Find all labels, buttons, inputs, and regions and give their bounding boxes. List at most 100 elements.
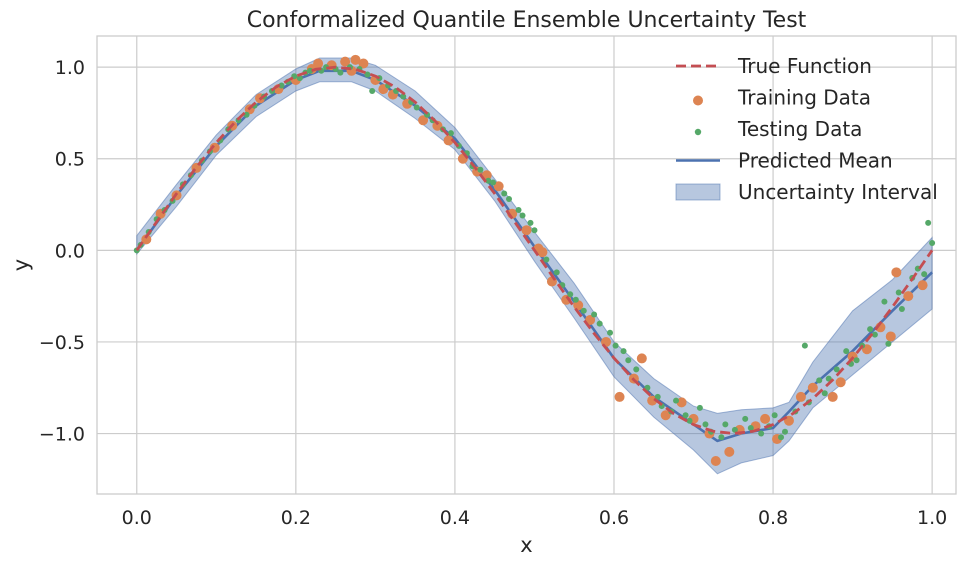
testing-data-point [696,404,703,411]
testing-data-point [867,326,874,333]
testing-data-point [591,311,598,318]
testing-data-point [620,348,627,355]
testing-data-point [898,305,905,312]
testing-data-point [612,342,619,349]
testing-data-point [758,430,765,437]
legend: True Function Training Data Testing Data Pr… [675,54,938,204]
testing-data-point [654,393,661,400]
testing-data-point [816,377,823,384]
testing-data-point [625,357,632,364]
testing-data-point [447,130,454,137]
testing-data-point [833,366,840,373]
testing-data-point [722,421,729,428]
legend-testing-swatch [694,128,702,136]
training-data-point [710,456,721,467]
testing-data-point [364,71,371,78]
testing-data-point [853,357,860,364]
testing-data-point [921,271,928,278]
legend-label: Uncertainty Interval [738,180,938,204]
y-tick-label: 0.5 [55,149,85,171]
training-data-point [724,446,735,457]
training-data-point [636,353,647,364]
testing-data-point [506,196,513,203]
training-data-point [903,291,914,302]
axes-frame [96,35,957,495]
testing-data-point [515,207,522,214]
testing-data-point [413,104,420,111]
uncertainty-interval-band [136,57,933,475]
testing-data-point [337,69,344,76]
testing-data-point [567,291,574,298]
testing-data-point [369,87,376,94]
training-data-point [891,267,902,278]
x-tick-label: 0.2 [281,507,311,529]
testing-data-point [682,412,689,419]
legend-entry: Training Data [693,86,871,110]
testing-data-point [871,331,878,338]
training-data-point [418,115,429,126]
testing-data-point [553,269,560,276]
y-tick-label: 0.0 [55,240,85,262]
x-axis-label: x [520,533,532,557]
legend-entry: Predicted Mean [676,149,893,173]
testing-data-point [519,212,526,219]
training-data-point [493,181,504,192]
y-tick-label: −1.0 [39,424,85,446]
training-data-point [141,234,152,245]
y-axis-label: y [9,259,33,271]
training-data-point [521,225,532,236]
testing-data-point [527,219,534,226]
testing-data-point [895,289,902,296]
testing-data-point [925,219,932,226]
training-data-point [917,280,928,291]
testing-data-point [490,179,497,186]
testing-data-point [747,425,754,432]
testing-data-point [702,421,709,428]
training-data-point [795,391,806,402]
legend-entry: Uncertainty Interval [675,180,938,204]
testing-data-point [501,190,508,197]
training-data-point [313,58,324,69]
legend-training-swatch [693,95,703,106]
training-data-point [760,413,771,424]
true-function-line [135,65,934,435]
testing-data-point [477,166,484,173]
testing-data-point [485,177,492,184]
training-data-point [807,382,818,393]
tick-labels: 0.0 0.2 0.4 0.6 0.8 1.0 1.0 0.5 0.0 −0.5 −1.0 [39,57,947,529]
y-tick-label: 1.0 [55,57,85,79]
training-data-point [676,397,687,408]
testing-data-point [778,434,785,441]
training-data-point [537,247,548,258]
training-data-point [546,276,557,287]
x-tick-label: 1.0 [917,507,947,529]
testing-data-point [596,320,603,327]
testing-data-point [825,375,832,382]
testing-data-point [243,111,250,118]
training-data-point [585,314,596,325]
y-tick-label: −0.5 [39,332,85,354]
chart-title: Conformalized Quantile Ensemble Uncertai… [247,8,807,33]
legend-interval-swatch [675,183,721,201]
testing-data-point [580,307,587,314]
testing-data-point [644,384,651,391]
training-data-point [432,120,443,131]
legend-label: True Function [737,54,872,78]
training-data-point [358,58,369,69]
training-data-point [660,410,671,421]
training-data-point [835,377,846,388]
training-data-point [350,54,361,65]
x-tick-label: 0.8 [758,507,788,529]
testing-data-point [686,417,693,424]
training-data-point [443,135,454,146]
testing-data-point [929,240,936,247]
testing-data-point [607,329,614,336]
testing-data-point [543,256,550,263]
testing-data-point [781,428,788,435]
x-tick-label: 0.0 [122,507,152,529]
testing-data-point [881,298,888,305]
x-tick-label: 0.6 [599,507,629,529]
testing-data-point [633,366,640,373]
